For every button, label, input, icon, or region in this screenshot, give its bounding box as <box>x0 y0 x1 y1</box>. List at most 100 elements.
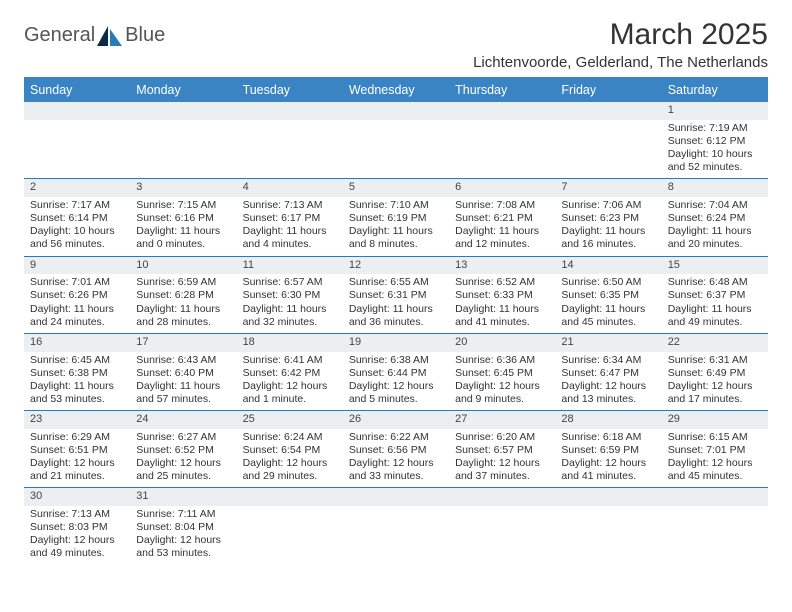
daylight-text: Daylight: 11 hours and 24 minutes. <box>30 303 124 329</box>
sunrise-text: Sunrise: 7:13 AM <box>30 508 124 521</box>
sunset-text: Sunset: 6:59 PM <box>561 444 655 457</box>
sunrise-text: Sunrise: 7:08 AM <box>455 199 549 212</box>
day-detail-cell: Sunrise: 7:13 AMSunset: 8:03 PMDaylight:… <box>24 506 130 565</box>
sunset-text: Sunset: 6:38 PM <box>30 367 124 380</box>
day-detail-cell <box>449 506 555 565</box>
sunset-text: Sunset: 8:04 PM <box>136 521 230 534</box>
sunset-text: Sunset: 6:17 PM <box>243 212 337 225</box>
day-detail-cell <box>237 506 343 565</box>
day-detail-cell: Sunrise: 6:22 AMSunset: 6:56 PMDaylight:… <box>343 429 449 488</box>
day-number-cell: 31 <box>130 488 236 506</box>
daylight-text: Daylight: 12 hours and 49 minutes. <box>30 534 124 560</box>
sunrise-text: Sunrise: 6:41 AM <box>243 354 337 367</box>
sunset-text: Sunset: 6:51 PM <box>30 444 124 457</box>
day-detail-cell: Sunrise: 7:19 AMSunset: 6:12 PMDaylight:… <box>662 120 768 179</box>
day-number-cell: 28 <box>555 411 661 429</box>
day-number-cell: 27 <box>449 411 555 429</box>
sunset-text: Sunset: 7:01 PM <box>668 444 762 457</box>
day-number-cell: 4 <box>237 179 343 197</box>
day-number-cell: 8 <box>662 179 768 197</box>
day-detail-cell: Sunrise: 7:06 AMSunset: 6:23 PMDaylight:… <box>555 197 661 256</box>
sunrise-text: Sunrise: 7:11 AM <box>136 508 230 521</box>
day-number-cell: 2 <box>24 179 130 197</box>
day-detail-cell: Sunrise: 6:36 AMSunset: 6:45 PMDaylight:… <box>449 352 555 411</box>
day-number-cell: 29 <box>662 411 768 429</box>
daylight-text: Daylight: 11 hours and 16 minutes. <box>561 225 655 251</box>
sunset-text: Sunset: 6:44 PM <box>349 367 443 380</box>
day-number-cell <box>130 102 236 120</box>
sunrise-text: Sunrise: 6:55 AM <box>349 276 443 289</box>
daylight-text: Daylight: 12 hours and 5 minutes. <box>349 380 443 406</box>
sunrise-text: Sunrise: 6:34 AM <box>561 354 655 367</box>
sunset-text: Sunset: 6:31 PM <box>349 289 443 302</box>
day-detail-cell: Sunrise: 7:10 AMSunset: 6:19 PMDaylight:… <box>343 197 449 256</box>
day-detail-cell: Sunrise: 6:29 AMSunset: 6:51 PMDaylight:… <box>24 429 130 488</box>
day-number-cell: 18 <box>237 333 343 351</box>
day-number-cell <box>555 102 661 120</box>
sunrise-text: Sunrise: 7:19 AM <box>668 122 762 135</box>
daylight-text: Daylight: 11 hours and 45 minutes. <box>561 303 655 329</box>
daylight-text: Daylight: 11 hours and 12 minutes. <box>455 225 549 251</box>
day-number-cell: 24 <box>130 411 236 429</box>
daylight-text: Daylight: 12 hours and 25 minutes. <box>136 457 230 483</box>
day-number-cell <box>237 102 343 120</box>
sunset-text: Sunset: 6:57 PM <box>455 444 549 457</box>
daylight-text: Daylight: 11 hours and 4 minutes. <box>243 225 337 251</box>
day-detail-cell: Sunrise: 6:38 AMSunset: 6:44 PMDaylight:… <box>343 352 449 411</box>
sunset-text: Sunset: 6:21 PM <box>455 212 549 225</box>
day-number-cell: 5 <box>343 179 449 197</box>
day-detail-cell <box>343 506 449 565</box>
calendar-table: SundayMondayTuesdayWednesdayThursdayFrid… <box>24 77 768 565</box>
day-number-cell: 11 <box>237 256 343 274</box>
day-detail-cell: Sunrise: 7:04 AMSunset: 6:24 PMDaylight:… <box>662 197 768 256</box>
day-detail-cell: Sunrise: 6:59 AMSunset: 6:28 PMDaylight:… <box>130 274 236 333</box>
day-detail-cell: Sunrise: 6:50 AMSunset: 6:35 PMDaylight:… <box>555 274 661 333</box>
day-header: Wednesday <box>343 78 449 103</box>
day-header: Tuesday <box>237 78 343 103</box>
sunset-text: Sunset: 6:28 PM <box>136 289 230 302</box>
day-number-cell: 13 <box>449 256 555 274</box>
daylight-text: Daylight: 12 hours and 53 minutes. <box>136 534 230 560</box>
day-header: Monday <box>130 78 236 103</box>
day-number-cell <box>237 488 343 506</box>
header: General Blue March 2025 Lichtenvoorde, G… <box>24 18 768 71</box>
day-header: Thursday <box>449 78 555 103</box>
daylight-text: Daylight: 12 hours and 33 minutes. <box>349 457 443 483</box>
day-number-cell: 3 <box>130 179 236 197</box>
day-detail-cell: Sunrise: 7:01 AMSunset: 6:26 PMDaylight:… <box>24 274 130 333</box>
sunset-text: Sunset: 6:52 PM <box>136 444 230 457</box>
logo-text-b: Blue <box>125 24 165 47</box>
sunset-text: Sunset: 6:26 PM <box>30 289 124 302</box>
sunrise-text: Sunrise: 7:17 AM <box>30 199 124 212</box>
day-header: Sunday <box>24 78 130 103</box>
day-detail-cell <box>24 120 130 179</box>
sunrise-text: Sunrise: 7:06 AM <box>561 199 655 212</box>
day-detail-cell <box>449 120 555 179</box>
daylight-text: Daylight: 12 hours and 1 minute. <box>243 380 337 406</box>
day-detail-cell: Sunrise: 6:24 AMSunset: 6:54 PMDaylight:… <box>237 429 343 488</box>
sunset-text: Sunset: 6:24 PM <box>668 212 762 225</box>
day-number-cell: 17 <box>130 333 236 351</box>
daylight-text: Daylight: 12 hours and 37 minutes. <box>455 457 549 483</box>
logo-sail-icon <box>97 26 123 46</box>
day-number-cell: 10 <box>130 256 236 274</box>
day-number-cell: 6 <box>449 179 555 197</box>
daylight-text: Daylight: 12 hours and 29 minutes. <box>243 457 337 483</box>
day-detail-cell <box>343 120 449 179</box>
daylight-text: Daylight: 11 hours and 0 minutes. <box>136 225 230 251</box>
day-detail-cell <box>555 506 661 565</box>
day-number-cell: 16 <box>24 333 130 351</box>
sunrise-text: Sunrise: 7:15 AM <box>136 199 230 212</box>
daylight-text: Daylight: 11 hours and 53 minutes. <box>30 380 124 406</box>
day-number-cell: 22 <box>662 333 768 351</box>
day-number-cell: 30 <box>24 488 130 506</box>
logo-text-a: General <box>24 24 95 47</box>
day-detail-cell: Sunrise: 6:20 AMSunset: 6:57 PMDaylight:… <box>449 429 555 488</box>
sunrise-text: Sunrise: 7:01 AM <box>30 276 124 289</box>
day-detail-cell: Sunrise: 7:17 AMSunset: 6:14 PMDaylight:… <box>24 197 130 256</box>
day-number-cell <box>343 488 449 506</box>
daylight-text: Daylight: 12 hours and 17 minutes. <box>668 380 762 406</box>
day-detail-cell <box>130 120 236 179</box>
day-number-cell: 1 <box>662 102 768 120</box>
daylight-text: Daylight: 11 hours and 20 minutes. <box>668 225 762 251</box>
